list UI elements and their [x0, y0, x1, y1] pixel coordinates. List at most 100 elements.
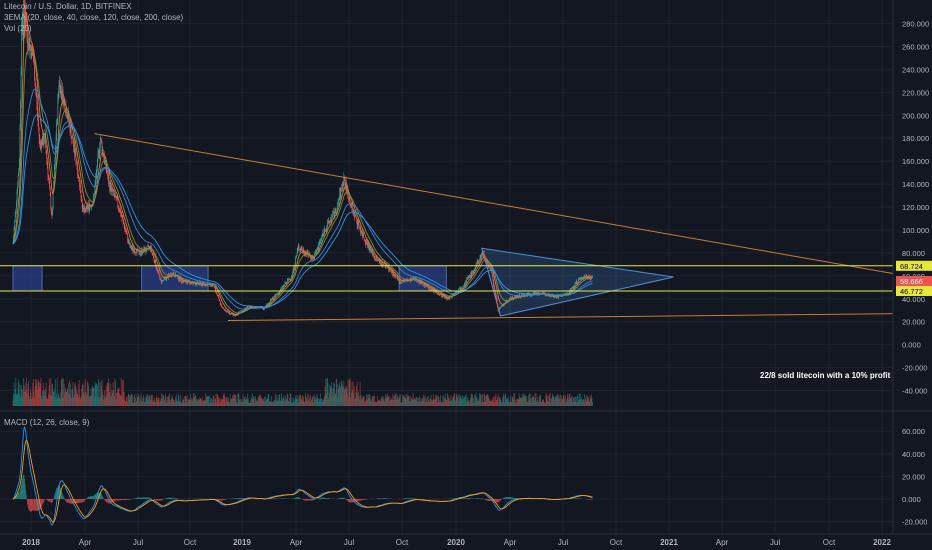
volume-bar	[277, 398, 279, 406]
macd-histogram-bar	[380, 498, 381, 499]
candle-body	[472, 271, 474, 274]
candle-body	[359, 227, 361, 229]
ema-indicator-label[interactable]: 3EMA (20, close, 40, close, 120, close, …	[4, 13, 184, 22]
volume-bar	[432, 399, 434, 406]
macd-histogram-bar	[485, 499, 487, 501]
candle-body	[556, 296, 558, 298]
x-tick-label: Oct	[184, 538, 197, 547]
candle-body	[461, 288, 463, 289]
volume-bar	[458, 401, 459, 406]
volume-bar	[63, 378, 65, 406]
candle-body	[483, 253, 485, 259]
volume-bar	[396, 393, 398, 406]
candle-body	[84, 207, 85, 213]
volume-bar	[156, 400, 158, 406]
candle-body	[369, 246, 371, 251]
macd-histogram-bar	[317, 498, 319, 499]
volume-bar	[360, 394, 362, 406]
candle-body	[575, 283, 576, 285]
macd-histogram-bar	[576, 498, 578, 499]
volume-bar	[266, 398, 268, 406]
candle-body	[36, 96, 38, 103]
macd-histogram-bar	[571, 498, 572, 499]
candle-body	[577, 281, 579, 283]
volume-bar	[532, 394, 534, 406]
candle-body	[397, 278, 399, 280]
volume-bar	[397, 397, 399, 406]
volume-bar	[21, 389, 23, 406]
macd-histogram-bar	[343, 497, 345, 499]
candle-body	[109, 183, 111, 190]
candle-body	[38, 127, 40, 137]
candle-body	[415, 277, 416, 280]
volume-bar	[548, 401, 550, 406]
volume-bar	[256, 401, 258, 406]
macd-histogram-bar	[166, 498, 168, 499]
volume-bar	[428, 400, 430, 406]
volume-bar	[352, 382, 354, 406]
candle-body	[460, 289, 462, 290]
volume-bar	[137, 397, 138, 406]
candle-body	[528, 293, 529, 294]
candle-body	[282, 286, 284, 288]
candle-body	[376, 257, 378, 259]
chart-title: Litecoin / U.S. Dollar, 1D, BITFINEX	[4, 2, 132, 11]
candle-body	[510, 297, 512, 299]
macd-histogram-bar	[66, 499, 68, 503]
candle-body	[129, 242, 131, 248]
volume-bar	[540, 401, 542, 406]
macd-histogram-bar	[17, 492, 19, 499]
volume-bar	[295, 397, 296, 406]
volume-bar	[101, 379, 103, 406]
volume-bar	[175, 396, 176, 406]
macd-histogram-bar	[383, 498, 385, 499]
volume-bar	[94, 396, 95, 406]
y-tick-label: 0.000	[902, 341, 921, 350]
macd-histogram-bar	[503, 497, 505, 499]
macd-histogram-bar	[172, 497, 174, 499]
volume-bar	[48, 394, 49, 406]
volume-bar	[195, 394, 197, 406]
candle-body	[286, 282, 288, 283]
volume-bar	[377, 396, 378, 406]
volume-bar	[81, 384, 83, 406]
candle-body	[39, 142, 41, 144]
macd-histogram-bar	[465, 498, 466, 499]
volume-bar	[127, 401, 129, 406]
candle-body	[186, 282, 187, 283]
candle-body	[88, 203, 90, 210]
candle-body	[65, 107, 67, 113]
candle-body	[110, 183, 112, 192]
volume-bar	[240, 398, 242, 406]
macd-pane	[12, 425, 593, 526]
volume-indicator-label[interactable]: Vol (20)	[4, 24, 32, 33]
candle-body	[245, 307, 247, 309]
macd-histogram-bar	[48, 499, 50, 502]
candle-body	[225, 310, 226, 312]
candle-body	[48, 177, 50, 183]
volume-bar	[446, 400, 448, 406]
volume-bar	[47, 398, 49, 406]
macd-histogram-bar	[50, 499, 52, 503]
volume-bar	[390, 400, 392, 406]
volume-bar	[143, 394, 144, 406]
volume-bar	[102, 395, 104, 406]
volume-bar	[221, 398, 222, 406]
candle-body	[351, 203, 353, 209]
volume-bar	[310, 394, 311, 406]
candle-body	[448, 298, 450, 299]
candle-body	[500, 306, 502, 308]
volume-bar	[371, 401, 373, 406]
macd-indicator-label[interactable]: MACD (12, 26, close, 9)	[4, 418, 90, 427]
macd-histogram-bar	[498, 499, 500, 502]
volume-bar	[414, 398, 416, 406]
y-tick-label: 100.000	[902, 226, 929, 235]
candle-body	[214, 286, 215, 288]
candle-body	[464, 284, 466, 285]
candle-body	[443, 294, 444, 297]
candle-body	[581, 277, 583, 279]
candle-body	[277, 293, 278, 295]
candle-body	[386, 266, 388, 268]
volume-bar	[235, 394, 236, 406]
